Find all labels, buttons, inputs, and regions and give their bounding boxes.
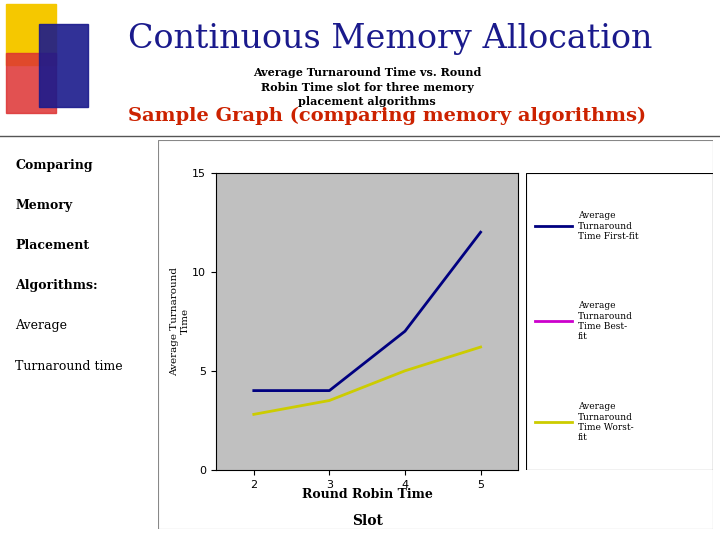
Text: Algorithms:: Algorithms: [15, 279, 98, 292]
Text: Average
Turnaround
Time Best-
fit: Average Turnaround Time Best- fit [578, 301, 633, 341]
Text: Memory: Memory [15, 199, 72, 212]
Bar [39, 24, 88, 107]
Y-axis label: Average Turnaround
Time: Average Turnaround Time [170, 267, 189, 376]
Text: Average
Turnaround
Time First-fit: Average Turnaround Time First-fit [578, 211, 639, 241]
Text: Round Robin Time: Round Robin Time [302, 488, 433, 501]
Text: Slot: Slot [352, 514, 382, 528]
Text: Average
Turnaround
Time Worst-
fit: Average Turnaround Time Worst- fit [578, 402, 634, 442]
Text: Comparing: Comparing [15, 159, 93, 172]
Text: Continuous Memory Allocation: Continuous Memory Allocation [128, 23, 652, 55]
Bar [6, 4, 55, 65]
Text: Average: Average [15, 320, 67, 333]
Bar [6, 53, 55, 113]
Text: Average Turnaround Time vs. Round
Robin Time slot for three memory
placement alg: Average Turnaround Time vs. Round Robin … [253, 68, 482, 107]
Text: Sample Graph (comparing memory algorithms): Sample Graph (comparing memory algorithm… [128, 106, 647, 125]
Text: Placement: Placement [15, 239, 89, 252]
Text: Turnaround time: Turnaround time [15, 360, 122, 373]
